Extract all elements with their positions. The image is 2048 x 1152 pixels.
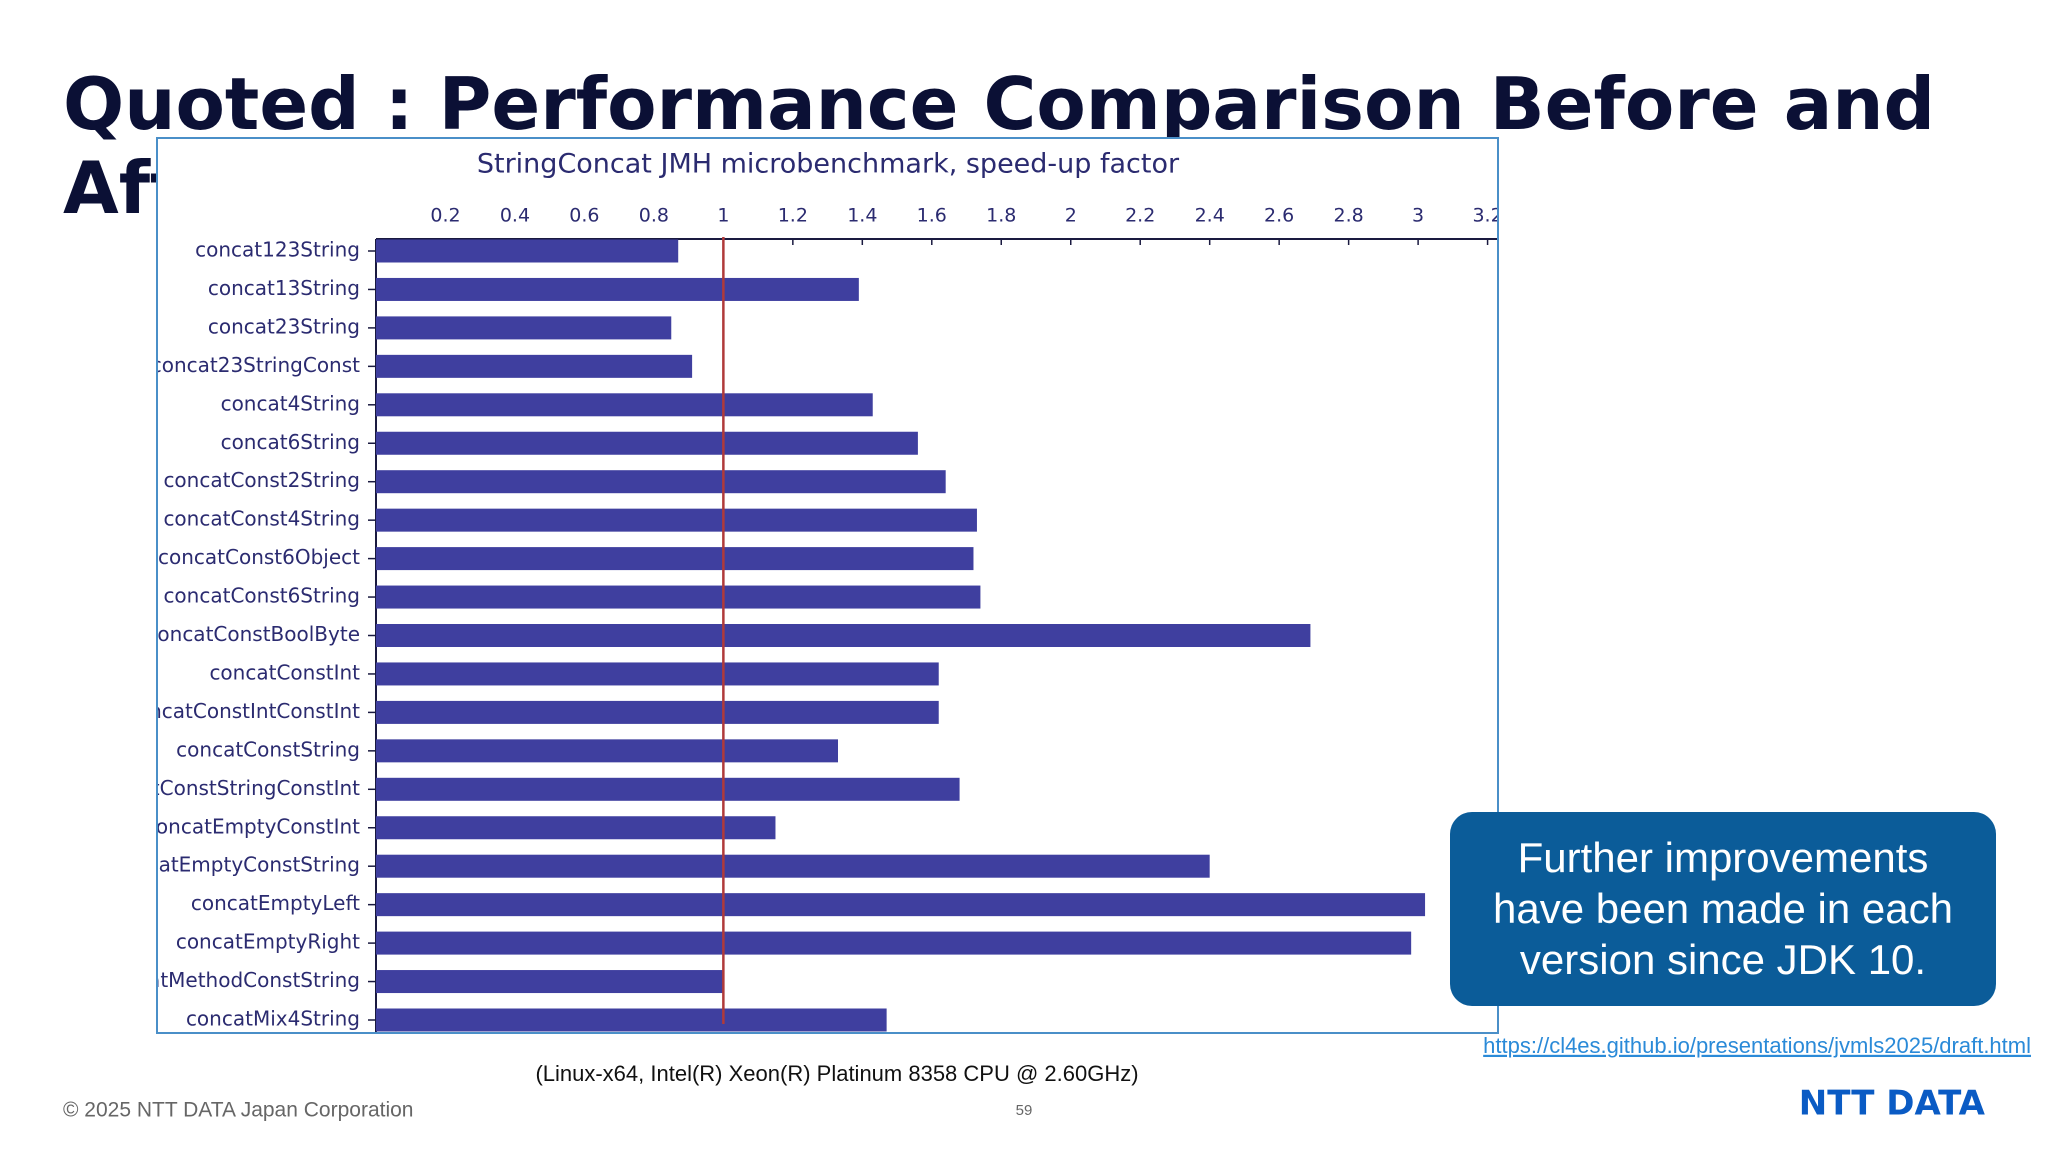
- bar: [376, 277, 859, 301]
- callout-box: [1450, 812, 1996, 1006]
- bar: [376, 777, 960, 801]
- callout-line: version since JDK 10.: [1520, 936, 1926, 983]
- bar: [376, 893, 1426, 917]
- bar: [376, 393, 873, 417]
- y-tick-label: concatMix4String: [186, 1007, 360, 1031]
- y-tick-label: concat23StringConst: [151, 353, 360, 377]
- bar: [376, 508, 977, 532]
- x-tick-label: 2.6: [1264, 205, 1294, 227]
- source-link[interactable]: https://cl4es.github.io/presentations/jv…: [1483, 1033, 2031, 1058]
- y-tick-label: concatConstStringConstInt: [93, 776, 361, 800]
- x-tick-label: 2.2: [1125, 205, 1155, 227]
- x-tick-label: 0.2: [430, 205, 460, 227]
- bar: [376, 1008, 887, 1032]
- logo: NTT DATA: [1799, 1084, 1986, 1124]
- callout-line: have been made in each: [1493, 885, 1953, 932]
- x-tick-label: 0.8: [639, 205, 669, 227]
- bar: [376, 316, 672, 340]
- y-tick-label: concatEmptyRight: [176, 930, 360, 954]
- x-tick-label: 3.2: [1472, 205, 1502, 227]
- y-tick-label: concat6String: [221, 430, 360, 454]
- page-number: 59: [1016, 1102, 1033, 1119]
- y-tick-label: concatConst4String: [163, 507, 360, 531]
- bar: [376, 970, 724, 994]
- callout-line: Further improvements: [1518, 834, 1929, 881]
- chart-title: StringConcat JMH microbenchmark, speed-u…: [477, 149, 1180, 180]
- y-tick-label: concatMethodConstString: [101, 968, 360, 992]
- y-tick-label: concatConstBoolByte: [146, 622, 360, 646]
- y-tick-label: concatConst2String: [163, 468, 360, 492]
- x-tick-label: 2: [1065, 205, 1077, 227]
- x-tick-label: 2.4: [1195, 205, 1225, 227]
- x-tick-label: 2.8: [1334, 205, 1364, 227]
- x-tick-label: 3: [1412, 205, 1424, 227]
- y-tick-label: concatEmptyLeft: [191, 891, 360, 915]
- x-tick-label: 1: [717, 205, 729, 227]
- x-tick-label: 0.4: [500, 205, 530, 227]
- bar: [376, 624, 1311, 647]
- bar: [376, 700, 939, 724]
- y-tick-label: concatEmptyConstInt: [145, 814, 360, 838]
- x-tick-label: 1.8: [986, 205, 1016, 227]
- chart: StringConcat JMH microbenchmark, speed-u…: [93, 149, 1502, 1032]
- y-tick-label: concatConst6Object: [158, 545, 360, 569]
- bar: [376, 239, 679, 263]
- bar: [376, 354, 693, 378]
- x-tick-label: 0.6: [569, 205, 599, 227]
- x-tick-label: 1.2: [778, 205, 808, 227]
- bar: [376, 585, 981, 609]
- bar: [376, 662, 939, 686]
- y-tick-label: concat4String: [221, 391, 360, 415]
- y-tick-label: concatConstIntConstInt: [126, 699, 360, 723]
- bar: [376, 547, 974, 571]
- y-tick-label: concatEmptyConstString: [112, 853, 360, 877]
- bar: [376, 931, 1412, 955]
- x-tick-label: 1.4: [847, 205, 877, 227]
- copyright: © 2025 NTT DATA Japan Corporation: [63, 1099, 413, 1122]
- bar: [376, 470, 946, 494]
- y-tick-label: concat23String: [208, 314, 360, 338]
- y-tick-label: concatConstInt: [209, 660, 360, 684]
- bar: [376, 816, 776, 840]
- bar: [376, 431, 918, 455]
- bar: [376, 739, 838, 763]
- bar: [376, 854, 1210, 878]
- y-tick-label: concat13String: [208, 276, 360, 300]
- y-tick-label: concatConst6String: [163, 584, 360, 608]
- footnote: (Linux-x64, Intel(R) Xeon(R) Platinum 83…: [535, 1061, 1138, 1086]
- y-tick-label: concatConstString: [176, 737, 360, 761]
- y-tick-label: concat123String: [195, 238, 360, 262]
- x-tick-label: 1.6: [917, 205, 947, 227]
